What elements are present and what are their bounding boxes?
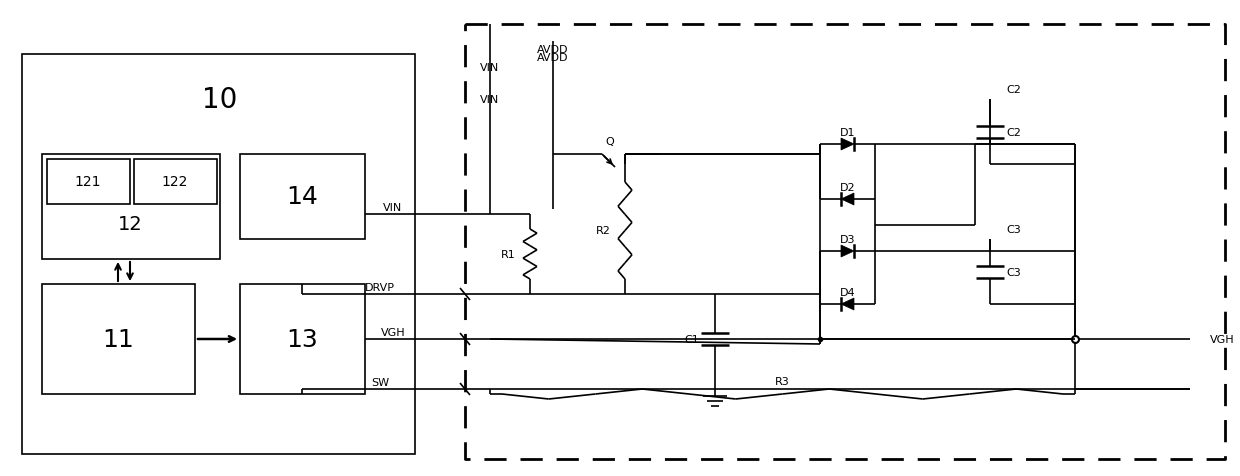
- Text: VGH: VGH: [1210, 334, 1235, 344]
- Bar: [47, 159, 130, 205]
- Text: D1: D1: [839, 128, 856, 138]
- Text: D4: D4: [839, 288, 856, 298]
- Bar: [241, 155, 365, 239]
- Text: 13: 13: [286, 327, 317, 351]
- Bar: [42, 284, 195, 394]
- Text: C2: C2: [1006, 127, 1021, 137]
- Bar: [134, 159, 217, 205]
- Bar: [42, 155, 219, 259]
- Polygon shape: [841, 194, 854, 206]
- Text: D2: D2: [839, 183, 856, 193]
- Text: AVDD: AVDD: [537, 53, 569, 63]
- Text: 121: 121: [74, 175, 102, 188]
- Text: SW: SW: [371, 377, 389, 387]
- Bar: [241, 284, 365, 394]
- Text: C3: C3: [1006, 267, 1021, 277]
- Text: 14: 14: [286, 185, 317, 208]
- Text: VGH: VGH: [381, 327, 405, 337]
- Bar: [22, 55, 415, 454]
- Polygon shape: [841, 246, 854, 258]
- Text: 122: 122: [161, 175, 188, 188]
- Text: 11: 11: [102, 327, 134, 351]
- Text: R1: R1: [501, 249, 516, 259]
- Text: VIN: VIN: [480, 95, 500, 105]
- Text: D3: D3: [839, 235, 856, 245]
- Text: 12: 12: [118, 215, 143, 234]
- Polygon shape: [841, 139, 854, 151]
- Text: VIN: VIN: [480, 63, 500, 73]
- Polygon shape: [841, 298, 854, 310]
- Text: C3: C3: [1006, 225, 1021, 235]
- Text: VIN: VIN: [383, 203, 403, 213]
- Text: C1: C1: [684, 334, 699, 344]
- Text: Q: Q: [605, 137, 614, 147]
- Text: DRVP: DRVP: [365, 282, 396, 292]
- Text: 10: 10: [202, 86, 238, 114]
- Text: C2: C2: [1006, 85, 1021, 95]
- Text: AVDD: AVDD: [537, 45, 569, 55]
- Text: R2: R2: [596, 226, 611, 236]
- Text: R3: R3: [775, 376, 790, 386]
